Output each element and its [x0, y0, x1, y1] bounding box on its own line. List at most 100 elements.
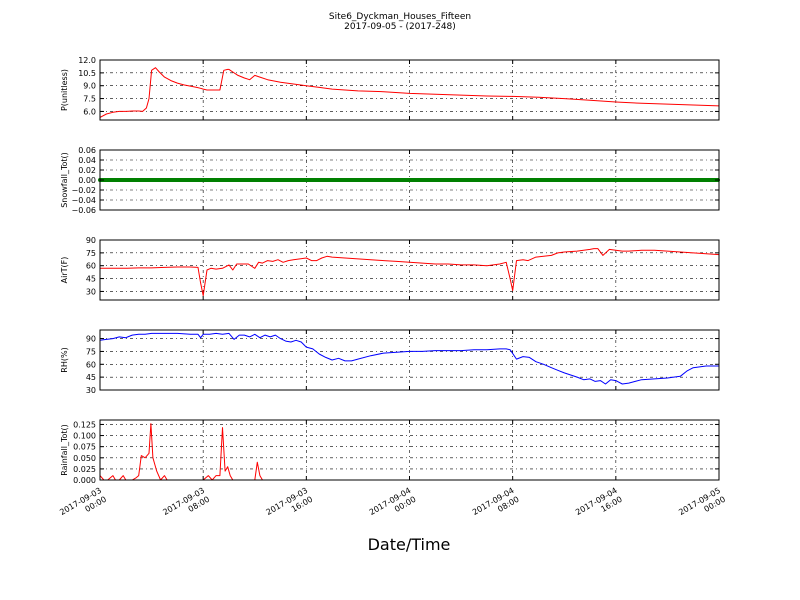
series-point — [365, 178, 369, 182]
y-tick-label: 10.5 — [78, 69, 96, 78]
series-point — [146, 178, 150, 182]
x-tick-label: 2017-09-0300:00 — [58, 486, 108, 526]
series-line — [99, 332, 719, 385]
series-point — [428, 178, 432, 182]
series-point — [671, 178, 675, 182]
x-tick-label: 2017-09-0500:00 — [677, 486, 727, 526]
series-point — [395, 178, 399, 182]
series-point — [404, 178, 408, 182]
series-point — [410, 178, 414, 182]
series-point — [548, 178, 552, 182]
series-point — [686, 178, 690, 182]
series-point — [248, 178, 252, 182]
series-point — [641, 178, 645, 182]
series-point — [107, 178, 111, 182]
y-tick-label: 0.000 — [73, 476, 96, 485]
series-point — [176, 178, 180, 182]
series-point — [557, 178, 561, 182]
x-tick-label: 2017-09-0400:00 — [368, 486, 418, 526]
series-point — [419, 178, 423, 182]
series-point — [434, 178, 438, 182]
series-point — [167, 178, 171, 182]
series-point — [680, 178, 684, 182]
series-point — [644, 178, 648, 182]
series-point — [221, 178, 225, 182]
series-point — [191, 178, 195, 182]
series-point — [710, 178, 714, 182]
series-point — [617, 178, 621, 182]
y-tick-label: 30 — [86, 386, 96, 395]
series-point — [338, 178, 342, 182]
series-point — [377, 178, 381, 182]
series-point — [257, 178, 261, 182]
series-point — [314, 178, 318, 182]
series-point — [290, 178, 294, 182]
series-point — [626, 178, 630, 182]
series-point — [152, 178, 156, 182]
x-tick-labels-group: 2017-09-0300:00 2017-09-0308:00 2017-09-03… — [58, 486, 727, 526]
series-point — [179, 178, 183, 182]
series-point — [590, 178, 594, 182]
series-point — [212, 178, 216, 182]
series-point — [182, 178, 186, 182]
series-point — [443, 178, 447, 182]
series-point — [425, 178, 429, 182]
y-tick-label: 0.00 — [78, 176, 96, 185]
series-point — [653, 178, 657, 182]
series-point — [521, 178, 525, 182]
series-point — [266, 178, 270, 182]
series-point — [701, 178, 705, 182]
series-point — [110, 178, 114, 182]
series-point — [509, 178, 513, 182]
series-point — [188, 178, 192, 182]
series-point — [536, 178, 540, 182]
series-point — [254, 178, 258, 182]
series-point — [308, 178, 312, 182]
series-point — [353, 178, 357, 182]
series-point — [560, 178, 564, 182]
series-point — [578, 178, 582, 182]
series-point — [134, 178, 138, 182]
series-point — [362, 178, 366, 182]
series-point — [185, 178, 189, 182]
series-point — [485, 178, 489, 182]
series-point — [215, 178, 219, 182]
series-point — [203, 178, 207, 182]
series-point — [632, 178, 636, 182]
series-point — [581, 178, 585, 182]
series-point — [608, 178, 612, 182]
series-point — [230, 178, 234, 182]
series-point — [491, 178, 495, 182]
y-tick-label: 90 — [86, 236, 96, 245]
series-point — [380, 178, 384, 182]
series-point — [368, 178, 372, 182]
series-point — [482, 178, 486, 182]
x-tick-label: 2017-09-0316:00 — [265, 486, 315, 526]
y-tick-label: 75 — [86, 249, 96, 258]
series-point — [281, 178, 285, 182]
series-point — [347, 178, 351, 182]
series-point — [500, 178, 504, 182]
series-point — [386, 178, 390, 182]
series-point — [659, 178, 663, 182]
y-axis-label: P(unitless) — [60, 69, 69, 111]
series-point — [137, 178, 141, 182]
series-point — [323, 178, 327, 182]
series-point — [698, 178, 702, 182]
series-point — [650, 178, 654, 182]
series-point — [224, 178, 228, 182]
series-point — [401, 178, 405, 182]
series-point — [413, 178, 417, 182]
series-point — [620, 178, 624, 182]
series-point — [545, 178, 549, 182]
series-point — [629, 178, 633, 182]
y-tick-label: 0.050 — [73, 454, 96, 463]
series-point — [341, 178, 345, 182]
series-point — [335, 178, 339, 182]
y-axis-label: RH(%) — [60, 347, 69, 372]
series-point — [488, 178, 492, 182]
series-point — [305, 178, 309, 182]
y-tick-label: 45 — [86, 373, 96, 382]
series-point — [311, 178, 315, 182]
